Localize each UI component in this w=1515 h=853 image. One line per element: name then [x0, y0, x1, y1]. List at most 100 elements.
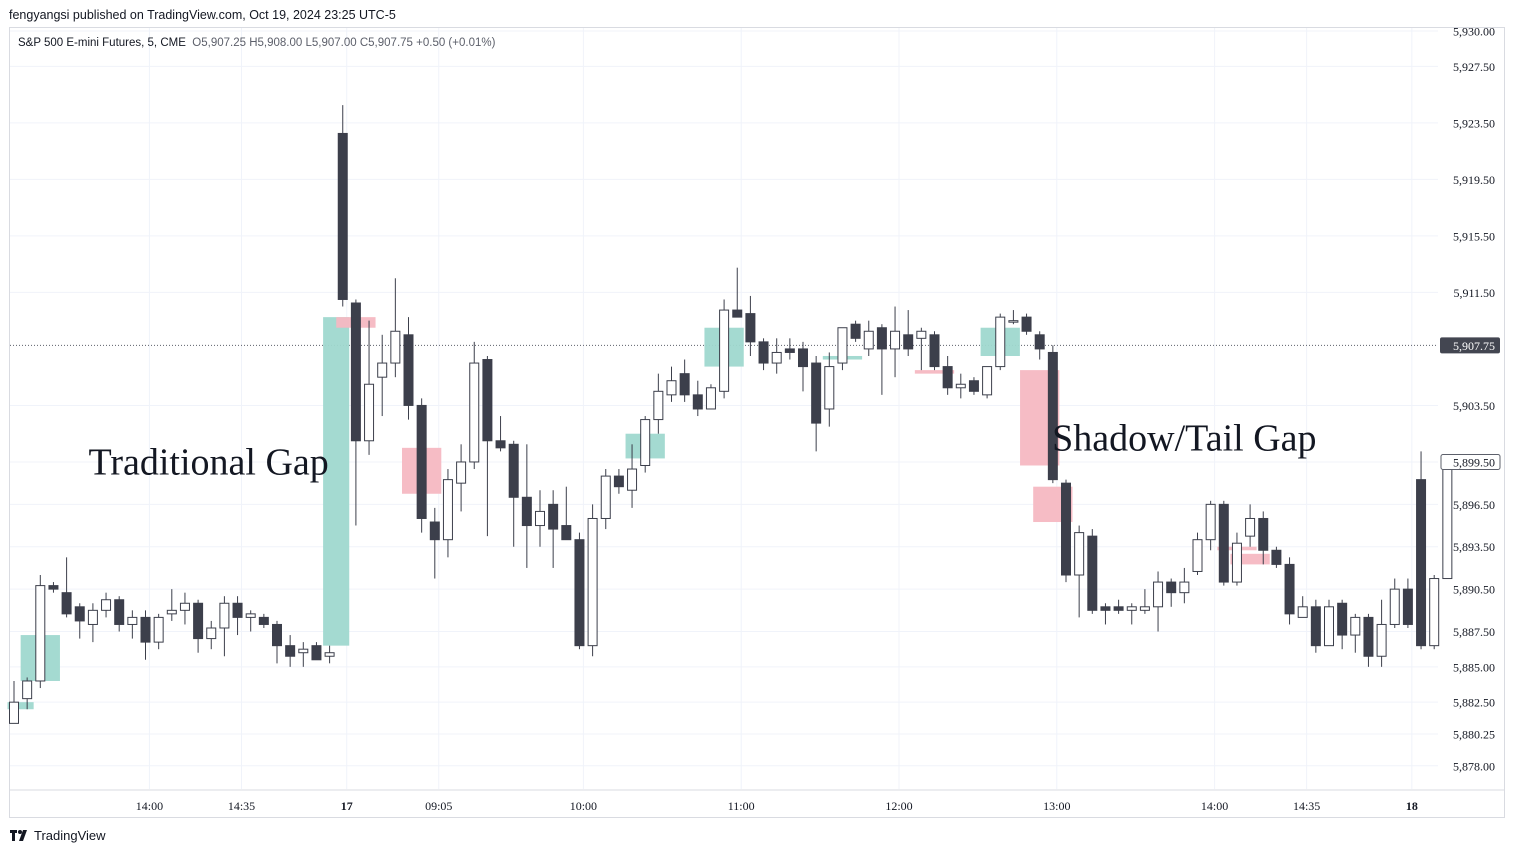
candle [850, 320, 861, 342]
candle-body [850, 323, 861, 339]
candle [495, 416, 506, 452]
candle [600, 469, 611, 530]
candle-body [627, 468, 638, 491]
candle-body [587, 517, 598, 647]
candle [666, 366, 677, 402]
candle [627, 444, 638, 508]
tradingview-logo-icon [10, 830, 27, 841]
candle [955, 373, 966, 399]
annotations: Traditional Gap Shadow/Tail Gap [88, 418, 1316, 484]
candle [784, 338, 795, 360]
candle [968, 377, 979, 395]
candle [705, 384, 716, 410]
candle [745, 295, 756, 356]
candle-body [719, 309, 730, 392]
price-tick-label: 5,882.50 [1453, 696, 1495, 710]
candle [258, 613, 269, 628]
candle [35, 575, 46, 689]
candle [758, 338, 769, 371]
candle [1324, 599, 1334, 647]
candle-body [1192, 539, 1203, 572]
close-value: C5,907.75 [359, 37, 413, 49]
candle [1363, 613, 1374, 667]
candle [1310, 599, 1321, 653]
candle [1021, 313, 1032, 335]
candle [482, 355, 493, 537]
symbol-name[interactable]: S&P 500 E-mini Futures, 5, CME [18, 37, 186, 49]
symbol-legend[interactable]: S&P 500 E-mini Futures, 5, CME O5,907.25… [18, 37, 495, 49]
candle-body [350, 302, 361, 442]
last-price-badge [1440, 337, 1500, 354]
candle [390, 278, 401, 378]
candle-body [193, 602, 204, 640]
candle-body [1416, 479, 1427, 647]
candle-body [1166, 581, 1177, 594]
candle-body [337, 132, 348, 300]
candle [9, 680, 19, 724]
candle-body [101, 599, 112, 611]
candle [311, 642, 322, 661]
candle-body [968, 380, 979, 392]
candle-body [784, 348, 795, 353]
candle-body [1363, 616, 1374, 657]
candle [456, 444, 467, 512]
candle-body [1100, 606, 1111, 611]
gap-annotation-label: Traditional Gap [88, 442, 328, 484]
time-tick-label: 17 [341, 799, 353, 813]
price-tick-label: 5,930.00 [1453, 25, 1495, 39]
last-price-label: 5,907.75 [1453, 339, 1495, 353]
candle [61, 557, 72, 618]
candle [798, 341, 808, 392]
candle [1113, 599, 1124, 614]
price-tick-label: 5,919.50 [1453, 173, 1495, 187]
chart-frame[interactable] [9, 27, 1505, 818]
candle [692, 380, 703, 417]
candle [1284, 557, 1295, 625]
candle [1192, 532, 1203, 576]
change-value: +0.50 (+0.01%) [416, 37, 496, 49]
price-tick-label: 5,885.00 [1453, 660, 1495, 674]
candle [403, 317, 414, 420]
candle [179, 592, 190, 625]
candle [22, 677, 33, 710]
candles [9, 105, 1453, 724]
candle [219, 596, 230, 657]
candle-body [495, 440, 506, 449]
candle [298, 642, 309, 667]
tradingview-brand[interactable]: TradingView [10, 828, 106, 843]
candle-body [179, 602, 190, 611]
candle-body [166, 609, 177, 615]
candle-body [535, 510, 545, 527]
candle [535, 490, 545, 547]
candle-body [1218, 503, 1229, 583]
price-tick-label: 5,923.50 [1453, 116, 1495, 130]
candle-body [206, 627, 217, 640]
candle-body [1324, 606, 1334, 647]
price-tick-label: 5,899.50 [1453, 455, 1495, 469]
candle-body [758, 341, 769, 364]
candle-body [745, 313, 756, 343]
low-value: L5,907.00 [305, 37, 357, 49]
candle [876, 324, 887, 395]
price-tick-label: 5,890.50 [1453, 583, 1495, 597]
time-tick-label: 12:00 [885, 799, 912, 813]
candle-body [74, 606, 85, 622]
candle [193, 599, 204, 653]
candle-body [916, 330, 927, 339]
candle-body [482, 359, 493, 442]
candle [1350, 613, 1361, 653]
candle [324, 645, 335, 664]
candle [863, 320, 874, 356]
candle [1126, 603, 1137, 625]
candle [1376, 599, 1387, 667]
candle-body [1337, 602, 1348, 636]
candle [732, 267, 743, 318]
candle [1258, 511, 1269, 565]
candle-body [653, 390, 664, 421]
candle [521, 444, 532, 568]
candle-body [469, 362, 480, 463]
time-tick-label: 11:00 [728, 799, 755, 813]
candle [1442, 461, 1453, 580]
gap-zones [7, 317, 1270, 710]
